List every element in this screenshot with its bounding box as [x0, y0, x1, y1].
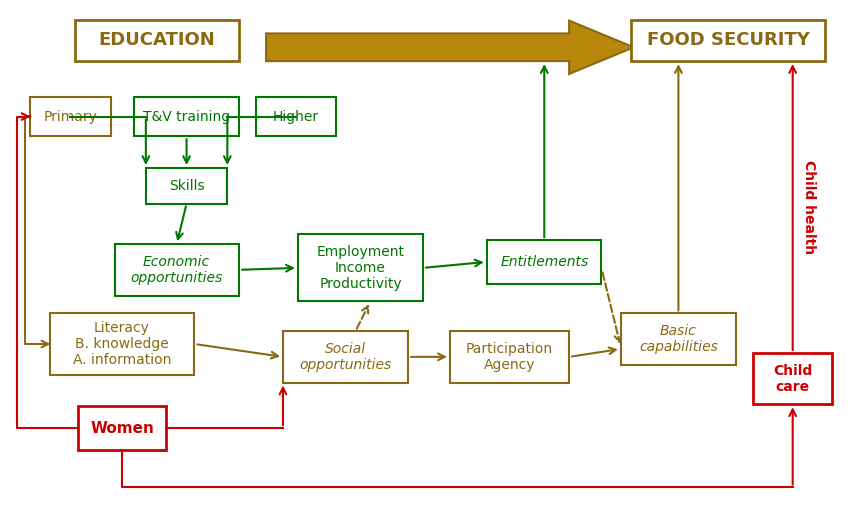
Text: Participation
Agency: Participation Agency [466, 342, 553, 372]
FancyBboxPatch shape [487, 240, 601, 283]
FancyBboxPatch shape [146, 168, 227, 204]
Text: Employment
Income
Productivity: Employment Income Productivity [317, 245, 405, 291]
FancyBboxPatch shape [621, 313, 735, 365]
FancyBboxPatch shape [631, 20, 825, 61]
Text: Women: Women [90, 421, 154, 435]
FancyBboxPatch shape [284, 331, 407, 383]
FancyBboxPatch shape [753, 353, 832, 404]
Text: T&V training: T&V training [143, 110, 230, 123]
FancyBboxPatch shape [74, 20, 239, 61]
FancyBboxPatch shape [450, 331, 569, 383]
Text: Skills: Skills [169, 179, 204, 193]
Text: FOOD SECURITY: FOOD SECURITY [647, 31, 810, 49]
Text: Child
care: Child care [773, 364, 812, 394]
Text: Primary: Primary [43, 110, 97, 123]
Text: Economic
opportunities: Economic opportunities [131, 255, 223, 285]
FancyBboxPatch shape [29, 97, 111, 136]
Text: Social
opportunities: Social opportunities [299, 342, 392, 372]
Text: Entitlements: Entitlements [500, 255, 588, 269]
Text: Literacy
B. knowledge
A. information: Literacy B. knowledge A. information [73, 321, 171, 367]
Text: Child health: Child health [802, 160, 816, 254]
FancyBboxPatch shape [256, 97, 336, 136]
Text: Higher: Higher [272, 110, 319, 123]
Polygon shape [266, 21, 634, 74]
FancyBboxPatch shape [134, 97, 239, 136]
FancyBboxPatch shape [79, 406, 166, 450]
Text: EDUCATION: EDUCATION [99, 31, 215, 49]
Text: Basic
capabilities: Basic capabilities [639, 324, 718, 354]
FancyBboxPatch shape [114, 244, 239, 296]
FancyBboxPatch shape [50, 313, 194, 375]
FancyBboxPatch shape [298, 234, 423, 301]
